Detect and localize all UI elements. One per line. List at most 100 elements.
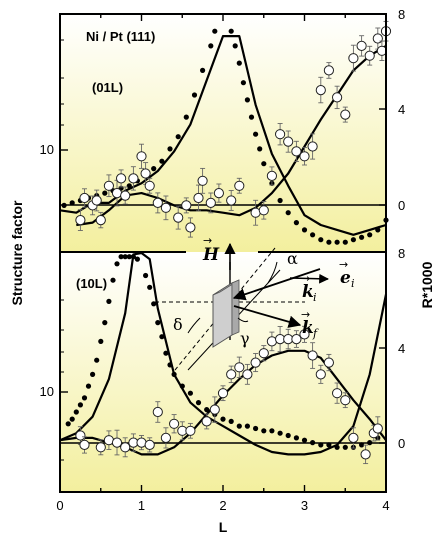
top-dot-point xyxy=(212,28,218,34)
bottom-dot-point xyxy=(85,383,92,389)
kf-label: k xyxy=(302,318,314,338)
top-dot-point xyxy=(277,197,283,204)
top-open-circle-point xyxy=(213,188,224,199)
kf-arrow xyxy=(233,305,302,328)
bottom-dot-point xyxy=(171,371,177,377)
bottom-dot-point xyxy=(301,437,308,443)
top-open-circle-point xyxy=(299,151,310,162)
bottom-open-circle-point xyxy=(250,357,261,368)
bottom-dot-point xyxy=(147,284,153,290)
top-dot-point xyxy=(261,161,267,167)
bottom-open-circle-point xyxy=(242,369,253,380)
H-label: H xyxy=(202,245,220,265)
top-open-circle-point xyxy=(144,180,155,191)
top-dot-point xyxy=(191,92,198,98)
bottom-open-circle-point xyxy=(291,334,302,345)
bottom-open-circle-point xyxy=(111,437,123,448)
top-dot-point xyxy=(248,114,255,120)
bottom-dot-point xyxy=(163,350,169,356)
bottom-dot-point xyxy=(77,402,83,408)
top-open-circle-point xyxy=(307,141,318,152)
bottom-dot-point xyxy=(81,395,88,401)
bottom-dot-point xyxy=(277,430,283,436)
bottom-open-circle-point xyxy=(315,369,326,380)
bottom-panel-data xyxy=(59,251,388,465)
top-open-circle-point xyxy=(291,146,302,157)
top-open-circle-point xyxy=(283,136,294,147)
bottom-dot-point xyxy=(118,254,124,260)
top-dot-point xyxy=(350,237,356,243)
bottom-open-circle-point xyxy=(160,432,171,443)
top-open-circle-point xyxy=(103,180,115,191)
y-axis-title-left: Structure factor xyxy=(9,200,25,306)
top-open-circle-point xyxy=(372,33,383,44)
top-dot-point xyxy=(334,239,340,245)
ki-arrow xyxy=(232,268,321,301)
ei-label: e xyxy=(340,268,351,288)
top-open-circle-point xyxy=(364,50,375,61)
top-dot-point xyxy=(318,237,324,243)
gamma-arc xyxy=(237,317,249,323)
top-dot-point xyxy=(200,67,206,73)
bottom-dot-point xyxy=(367,440,373,446)
top-open-circle-point xyxy=(356,40,367,52)
y-right-tick-label: 4 xyxy=(398,102,405,117)
top-dot-point xyxy=(367,232,373,238)
bottom-dot-point xyxy=(143,272,149,279)
bottom-dot-point xyxy=(326,442,332,448)
bottom-open-circle-point xyxy=(332,388,343,399)
bottom-open-circle-point xyxy=(307,350,318,361)
bottom-open-circle-point xyxy=(95,442,106,453)
bottom-dot-point xyxy=(130,254,136,260)
top-open-circle-point xyxy=(116,173,127,184)
bottom-open-circle-point xyxy=(348,432,359,443)
bottom-dot-point xyxy=(261,428,267,434)
top-dot-point xyxy=(159,158,165,164)
ki-label: k xyxy=(302,282,314,302)
axis-ticks xyxy=(59,13,387,492)
top-dot-point xyxy=(183,114,189,120)
top-dot-point xyxy=(102,190,108,196)
bottom-dot-point xyxy=(151,301,157,307)
top-open-circle-point xyxy=(275,129,286,140)
ei-subscript: i xyxy=(351,277,355,290)
top-open-circle-point xyxy=(140,168,151,179)
bottom-dot-point xyxy=(342,444,348,450)
bottom-dot-point xyxy=(187,390,193,396)
ei-vector-arrow: → xyxy=(339,258,348,271)
bottom-dot-point xyxy=(122,254,128,260)
top-dot-point xyxy=(244,97,250,103)
top-open-circle-point xyxy=(234,180,245,191)
top-dot-point xyxy=(167,146,173,152)
x-tick-label: 2 xyxy=(219,498,226,513)
bottom-dot-point xyxy=(126,254,132,260)
x-axis-title: L xyxy=(219,519,228,535)
bottom-dot-point xyxy=(134,256,140,262)
bottom-dot-point xyxy=(253,425,259,432)
top-dot-point xyxy=(151,166,157,172)
bottom-open-circle-point xyxy=(185,425,196,436)
top-dot-point xyxy=(253,131,259,137)
y-left-tick-label-top: 10 xyxy=(40,142,54,157)
bottom-dot-point xyxy=(293,435,299,441)
y-left-tick-label-bottom: 10 xyxy=(40,384,54,399)
kf-subscript: f xyxy=(312,327,319,340)
top-open-circle-point xyxy=(152,197,163,208)
top-open-circle-point xyxy=(193,192,204,204)
bottom-open-circle-point xyxy=(299,329,310,340)
top-open-circle-point xyxy=(173,212,184,223)
top-dot-point xyxy=(257,146,263,152)
top-dot-point xyxy=(236,60,242,66)
top-dot-point xyxy=(375,227,381,233)
x-tick-label: 4 xyxy=(382,498,389,513)
alpha-arc xyxy=(267,261,278,284)
ei-arrow xyxy=(289,273,329,284)
bottom-dot-point xyxy=(334,444,340,450)
top-open-circle-point xyxy=(79,192,90,204)
bottom-dot-point xyxy=(359,442,365,448)
bottom-dot-point xyxy=(159,334,165,340)
top-open-circle-point xyxy=(332,92,343,103)
bottom-dot-point xyxy=(110,277,116,283)
top-dot-point xyxy=(359,234,365,240)
top-dot-point xyxy=(310,232,316,238)
